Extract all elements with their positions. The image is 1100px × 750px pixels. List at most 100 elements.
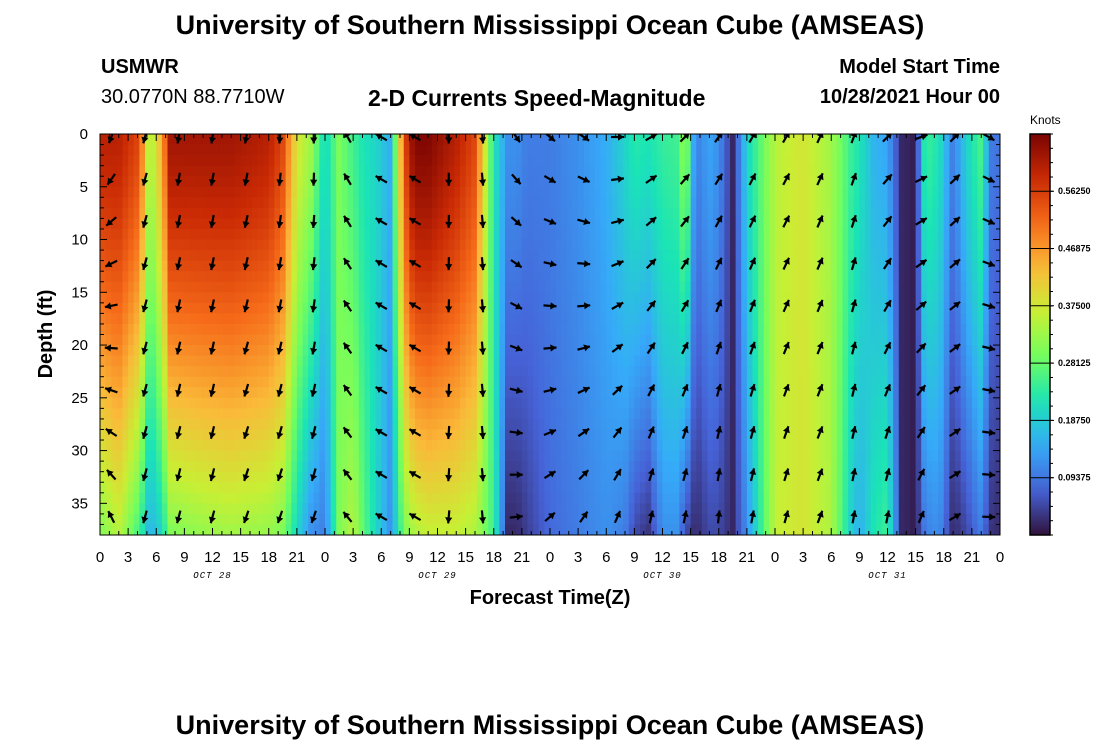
heatmap-cell	[240, 524, 247, 535]
heatmap-cell	[476, 440, 484, 452]
heatmap-cell	[111, 323, 118, 336]
heatmap-cell	[527, 418, 534, 431]
heatmap-cell	[251, 397, 259, 409]
heatmap-cell	[735, 482, 742, 494]
heatmap-cell	[347, 239, 354, 251]
heatmap-cell	[145, 281, 152, 293]
heatmap-cell	[735, 134, 742, 146]
heatmap-cell	[780, 524, 787, 535]
heatmap-cell	[392, 197, 399, 209]
heatmap-cell	[156, 429, 163, 441]
heatmap-cell	[448, 408, 455, 420]
heatmap-cell	[443, 281, 450, 293]
heatmap-cell	[820, 334, 827, 346]
heatmap-cell	[285, 134, 292, 146]
heatmap-cell	[443, 376, 450, 388]
heatmap-cell	[212, 345, 219, 357]
heatmap-cell	[656, 418, 664, 431]
heatmap-cell	[403, 524, 410, 535]
heatmap-cell	[696, 471, 703, 483]
heatmap-cell	[330, 292, 337, 304]
heatmap-cell	[561, 134, 568, 146]
heatmap-cell	[325, 418, 332, 431]
heatmap-cell	[505, 376, 512, 388]
heatmap-cell	[713, 461, 720, 473]
heatmap-cell	[212, 408, 219, 420]
heatmap-cell	[544, 482, 551, 494]
heatmap-cell	[448, 155, 455, 167]
heatmap-cell	[566, 503, 574, 515]
heatmap-cell	[235, 186, 242, 198]
heatmap-cell	[493, 228, 500, 241]
heatmap-cell	[803, 186, 810, 198]
heatmap-cell	[623, 524, 630, 535]
heatmap-cell	[521, 355, 529, 367]
heatmap-cell	[600, 239, 607, 251]
heatmap-cell	[763, 387, 770, 399]
heatmap-cell	[167, 345, 174, 357]
heatmap-cell	[105, 408, 112, 420]
heatmap-cell	[730, 155, 737, 167]
heatmap-cell	[769, 323, 776, 336]
heatmap-cell	[578, 524, 585, 535]
heatmap-cell	[268, 387, 275, 399]
heatmap-cell	[341, 176, 349, 188]
heatmap-cell	[617, 440, 624, 452]
heatmap-cell	[555, 186, 562, 198]
heatmap-cell	[313, 492, 320, 504]
heatmap-cell	[780, 355, 787, 367]
heatmap-cell	[184, 492, 191, 504]
heatmap-cell	[690, 292, 697, 304]
heatmap-cell	[313, 345, 320, 357]
heatmap-cell	[246, 292, 253, 304]
heatmap-cell	[679, 524, 686, 535]
heatmap-cell	[640, 313, 647, 325]
heatmap-cell	[415, 408, 422, 420]
heatmap-cell	[493, 482, 500, 494]
heatmap-cell	[235, 376, 242, 388]
heatmap-cell	[431, 345, 439, 357]
heatmap-cell	[105, 503, 112, 515]
heatmap-cell	[763, 355, 770, 367]
heatmap-cell	[415, 155, 422, 167]
heatmap-cell	[330, 250, 337, 262]
heatmap-cell	[190, 397, 197, 409]
heatmap-cell	[122, 323, 129, 336]
heatmap-cell	[358, 176, 365, 188]
heatmap-cell	[561, 323, 568, 336]
heatmap-cell	[398, 155, 405, 167]
heatmap-cell	[656, 144, 664, 156]
heatmap-cell	[791, 418, 799, 431]
heatmap-cell	[786, 239, 793, 251]
heatmap-cell	[600, 513, 607, 526]
heatmap-cell	[347, 144, 354, 156]
heatmap-cell	[415, 366, 422, 378]
heatmap-cell	[437, 492, 444, 504]
heatmap-cell	[668, 471, 675, 483]
heatmap-cell	[156, 197, 163, 209]
heatmap-cell	[701, 250, 709, 262]
heatmap-cell	[431, 186, 439, 198]
heatmap-cell	[780, 429, 787, 441]
heatmap-cell	[544, 503, 551, 515]
heatmap-cell	[521, 313, 529, 325]
heatmap-cell	[420, 313, 427, 325]
heatmap-cell	[280, 513, 287, 526]
heatmap-cell	[550, 524, 557, 535]
heatmap-cell	[409, 524, 416, 535]
heatmap-cell	[730, 334, 737, 346]
heatmap-cell	[370, 197, 377, 209]
heatmap-cell	[133, 345, 140, 357]
heatmap-cell	[724, 186, 731, 198]
heatmap-cell	[696, 271, 703, 283]
heatmap-cell	[758, 418, 765, 431]
heatmap-cell	[201, 387, 208, 399]
heatmap-cell	[280, 440, 287, 452]
heatmap-cell	[730, 524, 737, 535]
heatmap-cell	[105, 355, 112, 367]
heatmap-cell	[184, 228, 191, 241]
heatmap-cell	[325, 218, 332, 230]
heatmap-cell	[825, 482, 832, 494]
heatmap-cell	[116, 408, 124, 420]
heatmap-cell	[780, 155, 787, 167]
